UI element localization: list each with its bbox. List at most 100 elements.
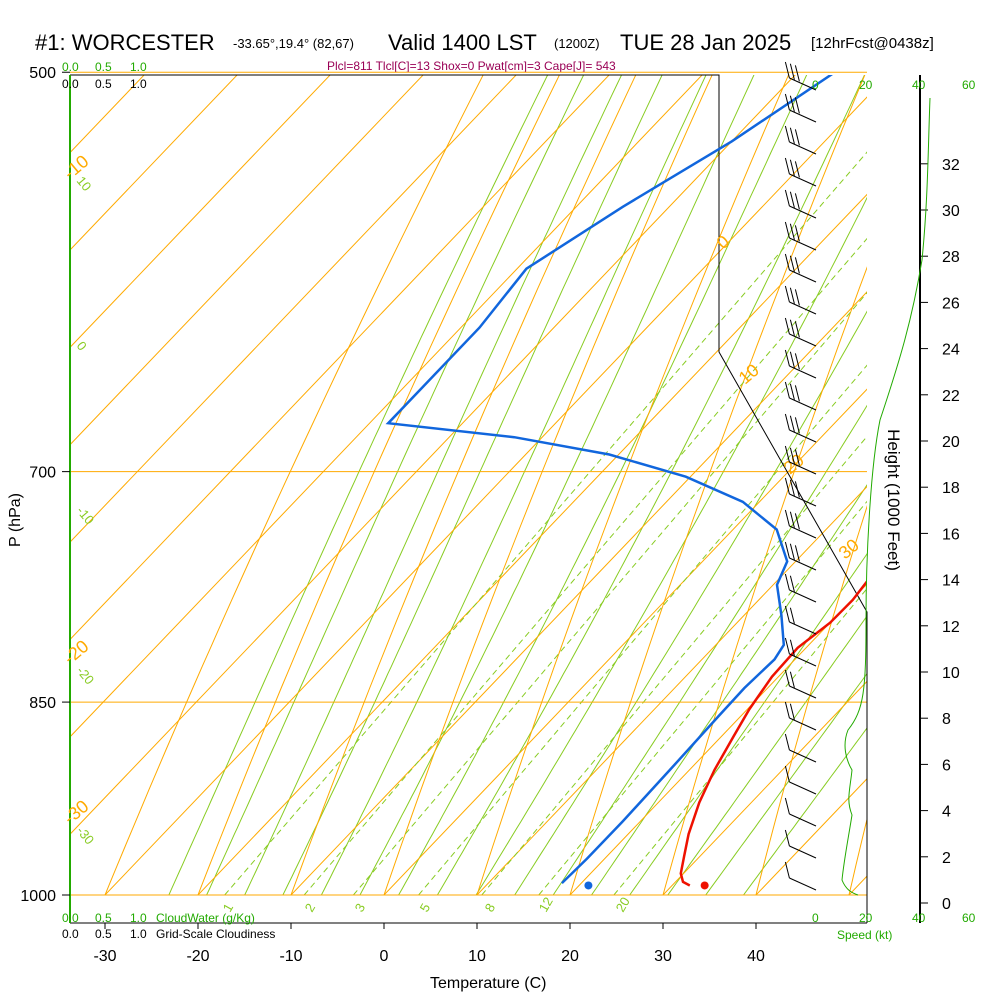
wind-barb-flag [785, 862, 789, 878]
wind-barb-shaft [789, 238, 816, 250]
cloudwater-label: CloudWater (g/Kg) [156, 911, 255, 925]
mixing-ratio-5 [419, 0, 1000, 895]
moist-adiabat-label-3: -20 [74, 663, 98, 687]
valid-time: Valid 1400 LST [388, 30, 537, 55]
wind-barb-flag [790, 608, 794, 624]
wind-barb-flag [790, 672, 794, 688]
height-tick-label-28: 28 [942, 249, 960, 266]
mixing-ratio-label-3: 3 [352, 901, 369, 915]
surface-dewpoint-marker [584, 881, 592, 889]
moist-adiabat--12 [217, 0, 1000, 953]
speed-label: Speed (kt) [837, 928, 892, 942]
moist-adiabat--16 [180, 0, 1000, 953]
wind-barb-flag [785, 126, 789, 142]
wind-barb-flag [790, 704, 794, 720]
cloud-bottom-1: 0.5 [95, 927, 112, 941]
station-coords: -33.65°,19.4° (82,67) [233, 36, 354, 51]
pressure-tick-label-1000: 1000 [20, 888, 56, 905]
speed-top-2: 40 [912, 78, 926, 92]
wind-barb-flag [790, 576, 794, 592]
height-tick-label-0: 0 [942, 896, 951, 913]
cloud-scale-bottom: 0.0 0.5 1.0 CloudWater (g/Kg) 0.0 0.5 1.… [62, 911, 275, 941]
dry-adiabat-label-6: -30 [60, 796, 93, 828]
moist-adiabat-16 [478, 0, 1000, 953]
wind-barb [785, 126, 816, 154]
isotherm--120 [0, 0, 839, 953]
height-axis-label: Height (1000 Feet) [884, 429, 903, 571]
wind-barb-flag [790, 544, 794, 560]
wind-barb [785, 158, 816, 186]
wind-barb-flag [785, 670, 789, 686]
mixing-ratio-label-12: 12 [536, 894, 556, 914]
mixing-ratio-label-5: 5 [417, 901, 434, 915]
moist-adiabat-24 [552, 0, 1000, 953]
wind-barb-flag [795, 65, 799, 81]
wind-barb-shaft [789, 878, 816, 890]
cloud-top-0: 0.0 [62, 77, 79, 91]
speed-top-0: 0 [812, 78, 819, 92]
moist-adiabats [143, 0, 1000, 953]
dry-adiabat-label-4: 30 [835, 535, 863, 563]
pressure-ticks: 2503004005007008501000 [20, 0, 70, 905]
cloud-top-0-green: 0.0 [62, 60, 79, 74]
wind-barb-shaft [789, 526, 816, 538]
dry-adiabat--20 [176, 0, 986, 953]
wind-barb-shaft [789, 782, 816, 794]
dry-adiabat-40 [742, 0, 1000, 953]
stability-indices: Plcl=811 Tlcl[C]=13 Shox=0 Pwat[cm]=3 Ca… [327, 59, 616, 73]
height-tick-label-30: 30 [942, 203, 960, 220]
height-tick-label-26: 26 [942, 295, 960, 312]
wind-barb [785, 702, 816, 730]
isotherm-20 [515, 0, 1000, 953]
speed-top-1: 20 [859, 78, 873, 92]
moist-adiabat-12 [440, 0, 1000, 953]
wind-barb-shaft [789, 142, 816, 154]
wind-barb-flag [785, 734, 789, 750]
cloud-bottom-0-green: 0.0 [62, 911, 79, 925]
cloud-bottom-0: 0.0 [62, 927, 79, 941]
y-axis-label: P (hPa) [7, 493, 24, 547]
dry-adiabat--30 [81, 0, 923, 953]
moist-adiabat-label-2: -10 [74, 503, 98, 527]
dry-adiabat-50 [836, 0, 1000, 953]
sounding-profiles [388, 0, 1000, 889]
cloud-top-2-green: 1.0 [130, 60, 147, 74]
wind-barb-flag [795, 161, 799, 177]
isotherm-10 [422, 0, 1000, 953]
wind-barb-flag [790, 384, 794, 400]
height-tick-label-22: 22 [942, 388, 960, 405]
wind-barb [785, 318, 816, 346]
moist-adiabat-20 [515, 0, 1000, 953]
wind-barb-flag [790, 416, 794, 432]
forecast-info: [12hrFcst@0438z] [811, 35, 934, 52]
wind-barb-flag [790, 320, 794, 336]
wind-barb-shaft [789, 302, 816, 314]
wind-barb-flag [790, 480, 794, 496]
wind-barb [785, 190, 816, 218]
temp-tick-label-40: 40 [747, 948, 765, 965]
height-tick-label-18: 18 [942, 480, 960, 497]
wind-barb-shaft [789, 622, 816, 634]
wind-barb-flag [785, 574, 789, 590]
wind-barb-flag [795, 321, 799, 337]
station-title: #1: WORCESTER [35, 30, 215, 55]
speed-bottom-2: 40 [912, 911, 926, 925]
wind-barb-flag [785, 222, 789, 238]
temp-tick-label-20: 20 [561, 948, 579, 965]
height-tick-label-4: 4 [942, 804, 951, 821]
temp-tick-label--10: -10 [279, 948, 302, 965]
cloud-top-2: 1.0 [130, 77, 147, 91]
wind-barb-flag [795, 289, 799, 305]
wind-barb [785, 254, 816, 282]
surface-temperature-marker [701, 881, 709, 889]
wind-barb-flag [795, 417, 799, 433]
height-tick-label-6: 6 [942, 757, 951, 774]
height-tick-label-12: 12 [942, 619, 960, 636]
wind-barb-flag [790, 192, 794, 208]
forecast-date: TUE 28 Jan 2025 [620, 30, 791, 55]
dewpoint-line [388, 0, 1000, 883]
mixing-ratio-label-2: 2 [302, 901, 319, 915]
speed-bottom-3: 60 [962, 911, 976, 925]
height-tick-label-16: 16 [942, 526, 960, 543]
